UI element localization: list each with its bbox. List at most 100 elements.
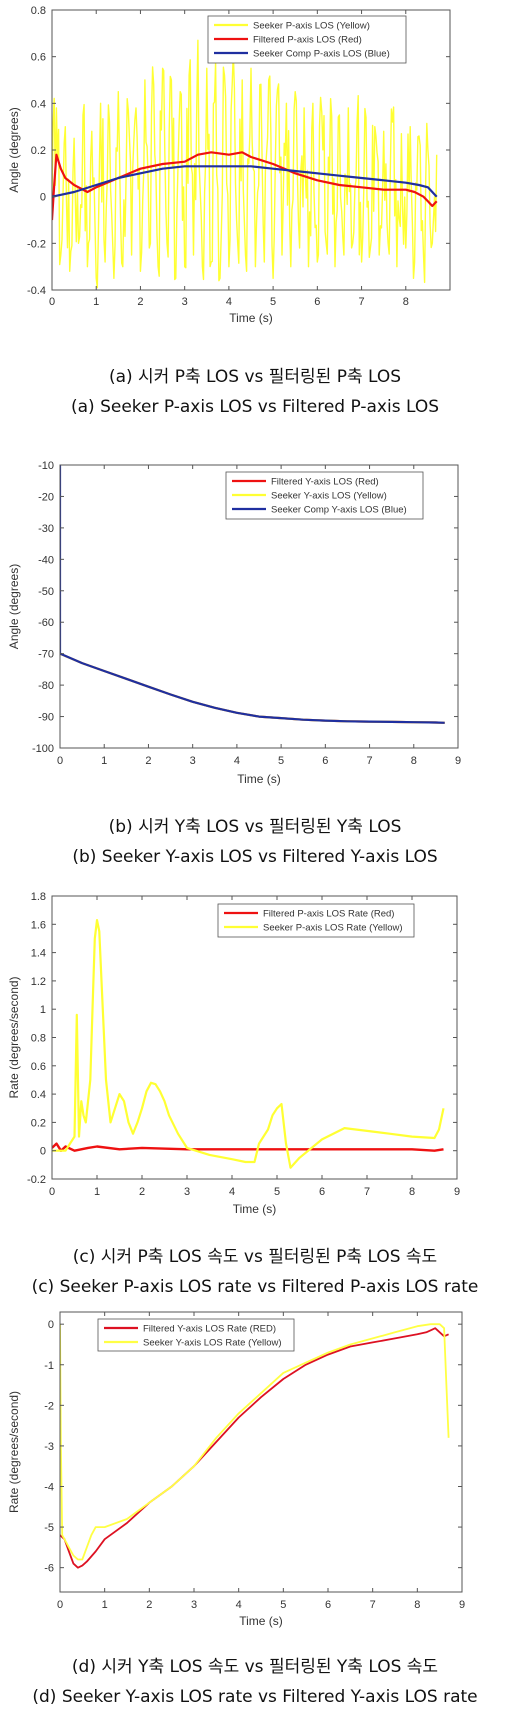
chart-a-series-line-1	[52, 39, 438, 289]
chart-c-x-tick-label: 4	[229, 1186, 235, 1198]
chart-d-x-tick-label: 2	[146, 1599, 152, 1611]
chart-a-x-tick-label: 1	[93, 296, 99, 308]
chart-a-y-tick-label: -0.2	[27, 238, 46, 250]
chart-d-legend-label-2: Seeker Y-axis LOS Rate (Yellow)	[143, 1338, 282, 1349]
chart-d-y-tick-label: -1	[44, 1360, 54, 1372]
chart-d-y-tick-label: -4	[44, 1481, 54, 1493]
chart-c-y-axis-label: Rate (degrees/second)	[7, 976, 21, 1098]
chart-c-y-tick-label: 0	[40, 1146, 46, 1158]
chart-d-x-tick-label: 0	[57, 1599, 63, 1611]
chart-d-y-axis-label: Rate (degrees/second)	[7, 1391, 21, 1513]
chart-b-y-tick-label: -40	[38, 554, 54, 566]
chart-b-x-tick-label: 3	[190, 755, 196, 767]
chart-d-y-tick-label: 0	[48, 1319, 54, 1331]
chart-d-x-tick-label: 1	[102, 1599, 108, 1611]
chart-b-x-tick-label: 7	[366, 755, 372, 767]
chart-b-y-tick-label: -90	[38, 712, 54, 724]
chart-d-y-tick-label: -2	[44, 1400, 54, 1412]
chart-b-x-tick-label: 8	[411, 755, 417, 767]
chart-c-y-tick-label: 0.2	[31, 1117, 46, 1129]
chart-a-plot: 0 1 2 3 4 5 6 7 8 -0.4 -0.2 0 0.2 0.4 0.6 0.8 Time (s) An…	[7, 5, 451, 325]
chart-c-x-tick-label: 7	[364, 1186, 370, 1198]
chart-c-series-group	[52, 918, 445, 1169]
chart-d-x-tick-label: 6	[325, 1599, 331, 1611]
chart-b-y-axis-label: Angle (degrees)	[7, 564, 21, 649]
chart-b-legend-label-3: Seeker Comp Y-axis LOS (Blue)	[271, 505, 407, 516]
chart-c-x-tick-label: 5	[274, 1186, 280, 1198]
caption-a-english: (a) Seeker P-axis LOS vs Filtered P-axis…	[70, 397, 439, 417]
chart-a-x-tick-label: 0	[49, 296, 55, 308]
chart-b-y-tick-label: -100	[32, 743, 54, 755]
chart-c-y-tick-label: 1.2	[31, 976, 46, 988]
chart-a-legend-box	[207, 15, 407, 64]
chart-c-x-tick-label: 9	[454, 1186, 460, 1198]
chart-a-legend-label-3: Seeker Comp P-axis LOS (Blue)	[253, 49, 390, 60]
chart-d-series-line-2	[60, 1323, 450, 1561]
chart-a-x-tick-label: 7	[358, 296, 364, 308]
chart-c-x-axis-label: Time (s)	[233, 1202, 277, 1216]
chart-a-x-tick-label: 2	[137, 296, 143, 308]
chart-b-y-tick-label: -50	[38, 586, 54, 598]
chart-c-legend-label-1: Filtered P-axis LOS Rate (Red)	[263, 909, 394, 920]
chart-b-x-tick-label: 6	[322, 755, 328, 767]
chart-d-x-tick-label: 4	[236, 1599, 242, 1611]
caption-c-korean: (c) 시커 P축 LOS 속도 vs 필터링된 P축 LOS 속도	[72, 1247, 438, 1267]
chart-b-series-line-3	[60, 465, 445, 724]
chart-c-series-line-1	[52, 1142, 444, 1152]
chart-c-x-tick-label: 6	[319, 1186, 325, 1198]
chart-d-x-tick-label: 3	[191, 1599, 197, 1611]
chart-c-x-tick-label: 0	[49, 1186, 55, 1198]
chart-b-series-group	[60, 465, 445, 724]
chart-d-series-group	[60, 1323, 450, 1569]
chart-c-y-tick-label: 1	[40, 1004, 46, 1016]
chart-c-y-tick-label: -0.2	[27, 1174, 46, 1186]
chart-a-y-tick-label: 0.6	[31, 52, 46, 64]
caption-d-english: (d) Seeker Y-axis LOS rate vs Filtered Y…	[32, 1687, 478, 1707]
chart-c-x-tick-label: 1	[94, 1186, 100, 1198]
chart-b-x-tick-label: 9	[455, 755, 461, 767]
caption-b-english: (b) Seeker Y-axis LOS vs Filtered Y-axis…	[72, 847, 438, 867]
chart-b-axes-box	[59, 464, 459, 749]
chart-d-series-line-1	[60, 1327, 449, 1569]
chart-b-y-tick-label: -70	[38, 649, 54, 661]
chart-d-x-tick-label: 7	[370, 1599, 376, 1611]
caption-a-korean: (a) 시커 P축 LOS vs 필터링된 P축 LOS	[108, 367, 402, 387]
chart-d-x-tick-label: 8	[414, 1599, 420, 1611]
chart-d-y-tick-label: -6	[44, 1563, 54, 1575]
chart-a-series-group	[52, 39, 438, 289]
chart-d-x-tick-label: 9	[459, 1599, 465, 1611]
chart-a-y-tick-label: 0.2	[31, 145, 46, 157]
chart-c-x-tick-label: 3	[184, 1186, 190, 1198]
chart-d-legend-box	[97, 1318, 295, 1352]
chart-d-plot: 0 1 2 3 4 5 6 7 8 9 -6 -5 -4 -3 -2 -1 0 Time (s) Rate (deg…	[7, 1311, 465, 1628]
chart-a-legend-label-1: Seeker P-axis LOS (Yellow)	[253, 21, 370, 32]
chart-b-y-tick-label: -10	[38, 460, 54, 472]
chart-b-y-tick-label: -60	[38, 617, 54, 629]
chart-c-y-tick-label: 1.8	[31, 891, 46, 903]
chart-b-y-tick-label: -30	[38, 523, 54, 535]
chart-b-x-tick-label: 1	[101, 755, 107, 767]
caption-b-korean: (b) 시커 Y축 LOS vs 필터링된 Y축 LOS	[108, 817, 402, 837]
chart-a-y-tick-label: 0.8	[31, 5, 46, 17]
chart-d-y-tick-label: -3	[44, 1441, 54, 1453]
chart-b-x-tick-label: 4	[234, 755, 240, 767]
chart-c-y-tick-label: 0.4	[31, 1089, 46, 1101]
caption-c-english: (c) Seeker P-axis LOS rate vs Filtered P…	[31, 1277, 479, 1297]
chart-a-x-tick-label: 5	[270, 296, 276, 308]
chart-panel-c: 0 1 2 3 4 5 6 7 8 9 -0.2 0 0.2 0.4 0.6 0.8 1 1.2 1.4 1.6 1.8…	[0, 880, 510, 1242]
chart-a-series-line-3	[52, 165, 438, 198]
chart-d-legend-label-1: Filtered Y-axis LOS Rate (RED)	[143, 1324, 276, 1335]
chart-a-y-tick-label: -0.4	[27, 285, 46, 297]
chart-c-y-tick-label: 0.6	[31, 1061, 46, 1073]
chart-b-x-axis-label: Time (s)	[237, 772, 281, 786]
chart-b-series-line-1	[60, 652, 445, 724]
chart-a-series-line-2	[52, 151, 438, 221]
chart-b-x-tick-label: 2	[145, 755, 151, 767]
chart-a-x-tick-label: 6	[314, 296, 320, 308]
chart-d-axes-box	[59, 1311, 463, 1593]
chart-a-y-tick-label: 0	[40, 192, 46, 204]
chart-panel-b: 0 1 2 3 4 5 6 7 8 9 -100 -90 -80 -70 -60 -50 -40 -30 -20 -1…	[0, 440, 510, 810]
chart-b-x-tick-label: 5	[278, 755, 284, 767]
chart-a-x-tick-label: 3	[182, 296, 188, 308]
chart-a-legend-label-2: Filtered P-axis LOS (Red)	[253, 35, 362, 46]
